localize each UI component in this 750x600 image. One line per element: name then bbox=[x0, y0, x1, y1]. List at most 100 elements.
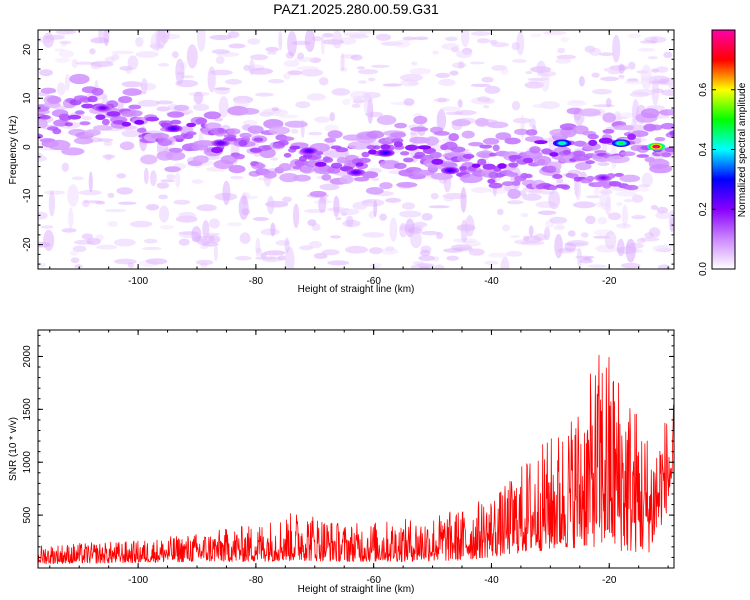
heatmap-ridge-cell bbox=[631, 130, 649, 137]
heatmap-speckle bbox=[229, 175, 244, 180]
heatmap-speckle bbox=[446, 255, 459, 261]
heatmap-ridge-cell bbox=[47, 139, 71, 151]
heatmap-speckle bbox=[105, 154, 112, 161]
heatmap-speckle bbox=[451, 62, 467, 69]
heatmap-speckle bbox=[81, 116, 93, 121]
heatmap-ridge-cell bbox=[585, 160, 595, 165]
heatmap-streak bbox=[191, 226, 202, 243]
heatmap-speckle bbox=[322, 32, 334, 38]
heatmap-speckle bbox=[592, 104, 615, 108]
heatmap-ridge-cell bbox=[462, 153, 475, 159]
heatmap-ridge-cell bbox=[587, 133, 599, 140]
heatmap-speckle bbox=[178, 211, 196, 220]
heatmap-speckle bbox=[500, 68, 509, 75]
colorbar: 0.0 0.2 0.4 0.6 Normalized spectral amplitu… bbox=[698, 29, 748, 276]
heatmap-speckle bbox=[628, 61, 636, 70]
heatmap-streak bbox=[511, 42, 520, 51]
heatmap-speckle bbox=[379, 248, 399, 255]
heatmap-speckle bbox=[234, 256, 252, 261]
heatmap-speckle bbox=[156, 182, 170, 189]
heatmap-speckle bbox=[114, 258, 137, 265]
heatmap-ridge-cell bbox=[664, 146, 674, 153]
heatmap-speckle bbox=[409, 68, 432, 75]
heatmap-ridge-cell bbox=[84, 129, 101, 137]
heatmap-speckle bbox=[254, 92, 274, 97]
heatmap-speckle bbox=[567, 230, 576, 237]
heatmap-speckle bbox=[356, 66, 366, 70]
x-tick-label: -80 bbox=[249, 276, 264, 287]
heatmap-ridge-cell bbox=[294, 159, 309, 167]
heatmap-speckle bbox=[83, 200, 104, 204]
y-tick-label: 1500 bbox=[22, 398, 33, 421]
heatmap-speckle bbox=[530, 33, 542, 38]
heatmap-speckle bbox=[456, 50, 473, 59]
x-tick-label: -100 bbox=[128, 575, 148, 586]
spectrogram-y-ticks: -20 -10 0 10 20 bbox=[22, 29, 674, 265]
heatmap-streak bbox=[320, 34, 325, 56]
heatmap-ridge-cell bbox=[263, 170, 277, 179]
heatmap-speckle bbox=[640, 186, 649, 192]
heatmap-speckle bbox=[413, 36, 429, 41]
heatmap-speckle bbox=[44, 190, 66, 195]
heatmap-streak bbox=[249, 59, 255, 76]
heatmap-speckle bbox=[314, 116, 331, 123]
heatmap-speckle bbox=[357, 80, 368, 84]
heatmap-speckle bbox=[116, 173, 127, 179]
y-tick-label: 2000 bbox=[22, 345, 33, 368]
heatmap-streak bbox=[575, 176, 582, 201]
heatmap-core-cell bbox=[134, 119, 145, 125]
heatmap-speckle bbox=[421, 213, 433, 221]
heatmap-streak bbox=[625, 238, 636, 263]
heatmap-streak bbox=[460, 187, 467, 213]
heatmap-ridge-cell bbox=[220, 155, 237, 164]
heatmap-speckle bbox=[211, 49, 230, 54]
heatmap-streak bbox=[622, 204, 628, 228]
heatmap-core-cell bbox=[459, 166, 468, 171]
heatmap-speckle bbox=[268, 79, 285, 84]
heatmap-speckle bbox=[295, 101, 311, 109]
heatmap-speckle bbox=[173, 199, 191, 205]
heatmap-speckle bbox=[70, 257, 80, 264]
heatmap-speckle bbox=[266, 51, 277, 55]
heatmap-speckle bbox=[618, 74, 625, 79]
heatmap-ridge-cell bbox=[379, 182, 393, 190]
heatmap-speckle bbox=[525, 71, 533, 75]
heatmap-ridge-cell bbox=[476, 150, 495, 158]
heatmap-speckle bbox=[411, 61, 418, 66]
heatmap-speckle bbox=[491, 42, 510, 48]
heatmap-ridge-cell bbox=[514, 128, 529, 136]
heatmap-ridge-cell bbox=[669, 130, 674, 137]
heatmap-speckle bbox=[382, 83, 403, 87]
heatmap-streak bbox=[578, 76, 585, 87]
heatmap-speckle bbox=[145, 258, 168, 265]
heatmap-peak bbox=[601, 176, 606, 179]
heatmap-speckle bbox=[512, 59, 527, 63]
heatmap-core-cell bbox=[522, 157, 534, 164]
heatmap-core-cell bbox=[289, 145, 301, 150]
heatmap-ridge-cell bbox=[492, 144, 500, 152]
heatmap-speckle bbox=[159, 225, 175, 230]
heatmap-branch-cell bbox=[614, 172, 624, 177]
y-tick-label: 500 bbox=[22, 506, 33, 523]
heatmap-branch-cell bbox=[524, 173, 533, 179]
x-tick-label: -80 bbox=[249, 575, 264, 586]
heatmap-ridge-cell bbox=[61, 147, 85, 156]
heatmap-ridge-cell bbox=[122, 88, 142, 96]
heatmap-speckle bbox=[450, 244, 473, 251]
heatmap-speckle bbox=[585, 195, 602, 199]
heatmap-streak bbox=[511, 100, 521, 111]
x-tick-label: -40 bbox=[484, 575, 499, 586]
spectrogram-y-label: Frequency (Hz) bbox=[8, 116, 19, 185]
heatmap-streak bbox=[64, 73, 70, 91]
heatmap-ridge-cell bbox=[451, 119, 471, 127]
heatmap-ridge-cell bbox=[425, 136, 439, 146]
heatmap-speckle bbox=[418, 255, 435, 262]
heatmap-ridge-cell bbox=[461, 130, 475, 139]
heatmap-ridge-cell bbox=[330, 162, 343, 169]
heatmap-speckle bbox=[41, 225, 54, 229]
heatmap-speckle bbox=[375, 33, 392, 41]
heatmap-speckle bbox=[560, 37, 570, 43]
heatmap-speckle bbox=[524, 81, 545, 89]
heatmap-ridge-cell bbox=[433, 131, 450, 136]
